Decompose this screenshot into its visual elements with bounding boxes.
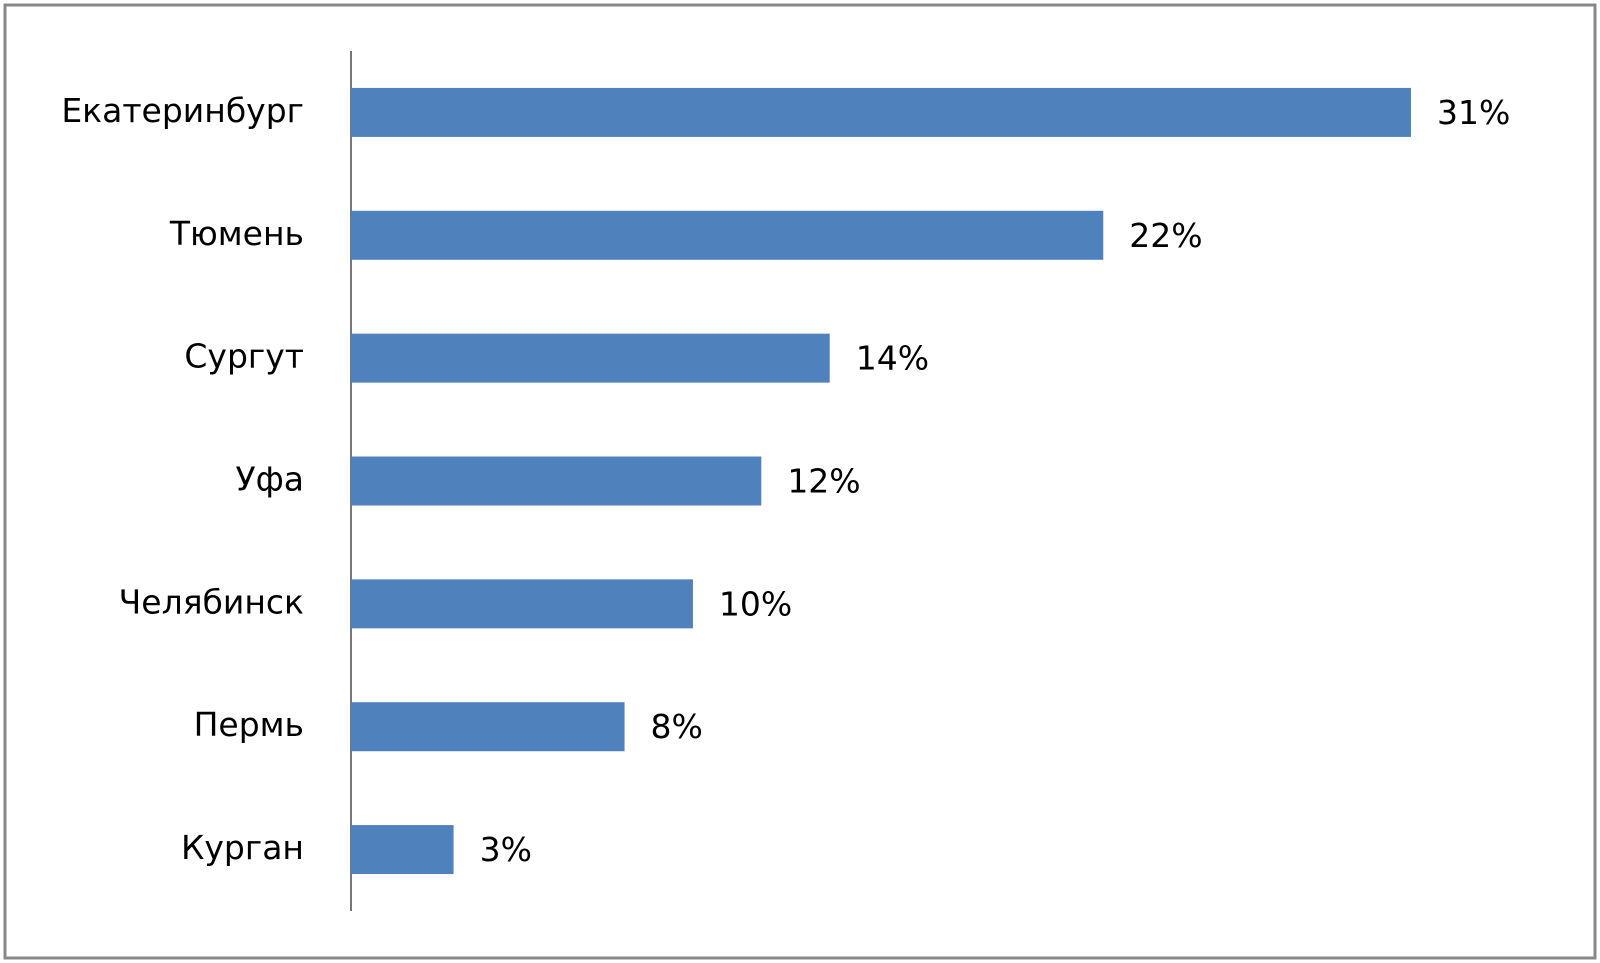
value-label: 12%	[787, 462, 860, 501]
category-label: Сургут	[184, 337, 304, 376]
category-label: Уфа	[235, 460, 304, 499]
bar	[351, 210, 1104, 260]
value-label: 10%	[719, 584, 792, 623]
category-label: Тюмень	[169, 214, 304, 253]
bar	[351, 579, 693, 629]
category-label: Курган	[181, 828, 304, 867]
value-label: 14%	[856, 339, 929, 378]
bar	[351, 702, 625, 752]
bar	[351, 87, 1411, 137]
bar	[351, 825, 454, 875]
value-label: 8%	[651, 707, 703, 746]
category-label: Екатеринбург	[61, 91, 304, 130]
bar	[351, 333, 830, 383]
bar	[351, 456, 762, 506]
category-label: Пермь	[194, 705, 304, 744]
value-label: 31%	[1437, 93, 1510, 132]
value-label: 3%	[480, 830, 532, 869]
value-label: 22%	[1129, 216, 1202, 255]
category-label: Челябинск	[119, 582, 304, 621]
chart-border	[3, 3, 1597, 960]
